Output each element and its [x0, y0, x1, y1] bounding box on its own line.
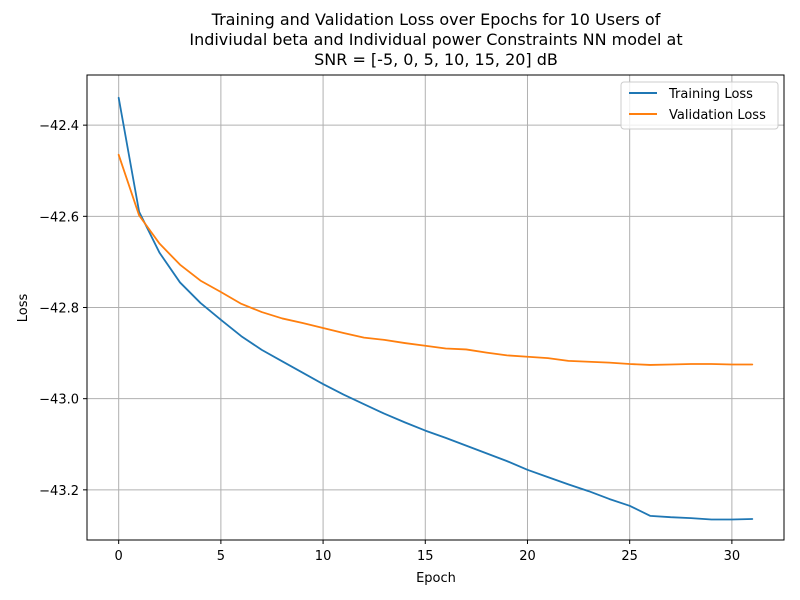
- legend-label-training: Training Loss: [668, 87, 753, 102]
- chart-title-line-1: Training and Validation Loss over Epochs…: [211, 10, 661, 29]
- y-tick-label: −42.6: [39, 210, 79, 225]
- y-tick-label: −42.4: [39, 119, 79, 134]
- y-tick-label: −42.8: [39, 302, 79, 317]
- y-axis-ticks: −43.2 −43.0 −42.8 −42.6 −42.4: [39, 119, 87, 499]
- x-axis-ticks: 0 5 10 15 20 25 30: [115, 540, 741, 564]
- chart-title-line-2: Indiviudal beta and Individual power Con…: [189, 30, 682, 49]
- chart-title-line-3: SNR = [-5, 0, 5, 10, 15, 20] dB: [314, 50, 558, 69]
- x-tick-label: 10: [315, 549, 332, 564]
- y-tick-label: −43.0: [39, 393, 79, 408]
- x-axis-label: Epoch: [416, 571, 456, 586]
- x-tick-label: 25: [621, 549, 638, 564]
- chart-title: Training and Validation Loss over Epochs…: [189, 10, 682, 69]
- x-tick-label: 20: [519, 549, 536, 564]
- legend-box: [620, 81, 779, 130]
- training-loss-line: [117, 96, 754, 521]
- x-tick-label: 15: [417, 549, 434, 564]
- series-layer: [117, 96, 754, 521]
- y-tick-label: −43.2: [39, 484, 79, 499]
- validation-loss-line: [117, 153, 754, 366]
- legend: Training Loss Validation Loss: [620, 81, 779, 130]
- grid-lines: [87, 75, 784, 540]
- legend-label-validation: Validation Loss: [669, 108, 766, 123]
- x-tick-label: 5: [217, 549, 225, 564]
- y-axis-label: Loss: [16, 294, 31, 323]
- x-tick-label: 30: [724, 549, 741, 564]
- x-tick-label: 0: [115, 549, 123, 564]
